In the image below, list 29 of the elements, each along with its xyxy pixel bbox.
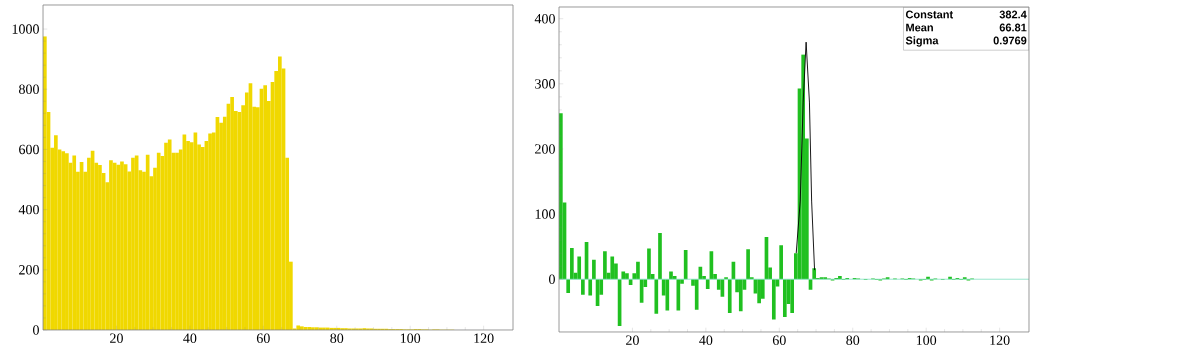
y-tick-label: 0 — [549, 274, 555, 284]
y-tick-label: 1000 — [12, 24, 39, 34]
x-tick-label: 120 — [990, 335, 1010, 345]
y-tick-label: 100 — [535, 209, 555, 219]
x-tick-label: 20 — [110, 333, 123, 343]
x-tick-label: 120 — [474, 333, 494, 343]
y-tick-label: 800 — [19, 84, 39, 94]
y-tick-label: 0 — [33, 325, 39, 335]
y-tick-label: 400 — [18, 204, 39, 215]
y-tick-label: 200 — [19, 265, 39, 275]
x-tick-label: 100 — [916, 335, 937, 345]
y-tick-label: 200 — [535, 144, 555, 154]
y-tick-label: 400 — [534, 13, 555, 24]
y-tick-label: 600 — [19, 144, 39, 155]
x-tick-label: 40 — [699, 335, 713, 345]
x-tick-label: 100 — [400, 333, 421, 343]
annotation: 0.9769 — [993, 36, 1027, 45]
annotation: Constant — [905, 10, 954, 19]
y-tick-label: 300 — [535, 79, 555, 89]
x-tick-label: 80 — [330, 333, 344, 343]
x-tick-label: 60 — [772, 335, 786, 345]
annotation: 66.81 — [999, 23, 1027, 32]
x-tick-label: 80 — [846, 335, 860, 345]
x-tick-label: 60 — [256, 333, 270, 343]
annotation: Mean — [906, 23, 933, 32]
x-tick-label: 40 — [183, 333, 197, 343]
annotation: Sigma — [905, 36, 939, 47]
annotation: 382.4 — [999, 10, 1027, 19]
x-tick-label: 20 — [626, 335, 639, 345]
